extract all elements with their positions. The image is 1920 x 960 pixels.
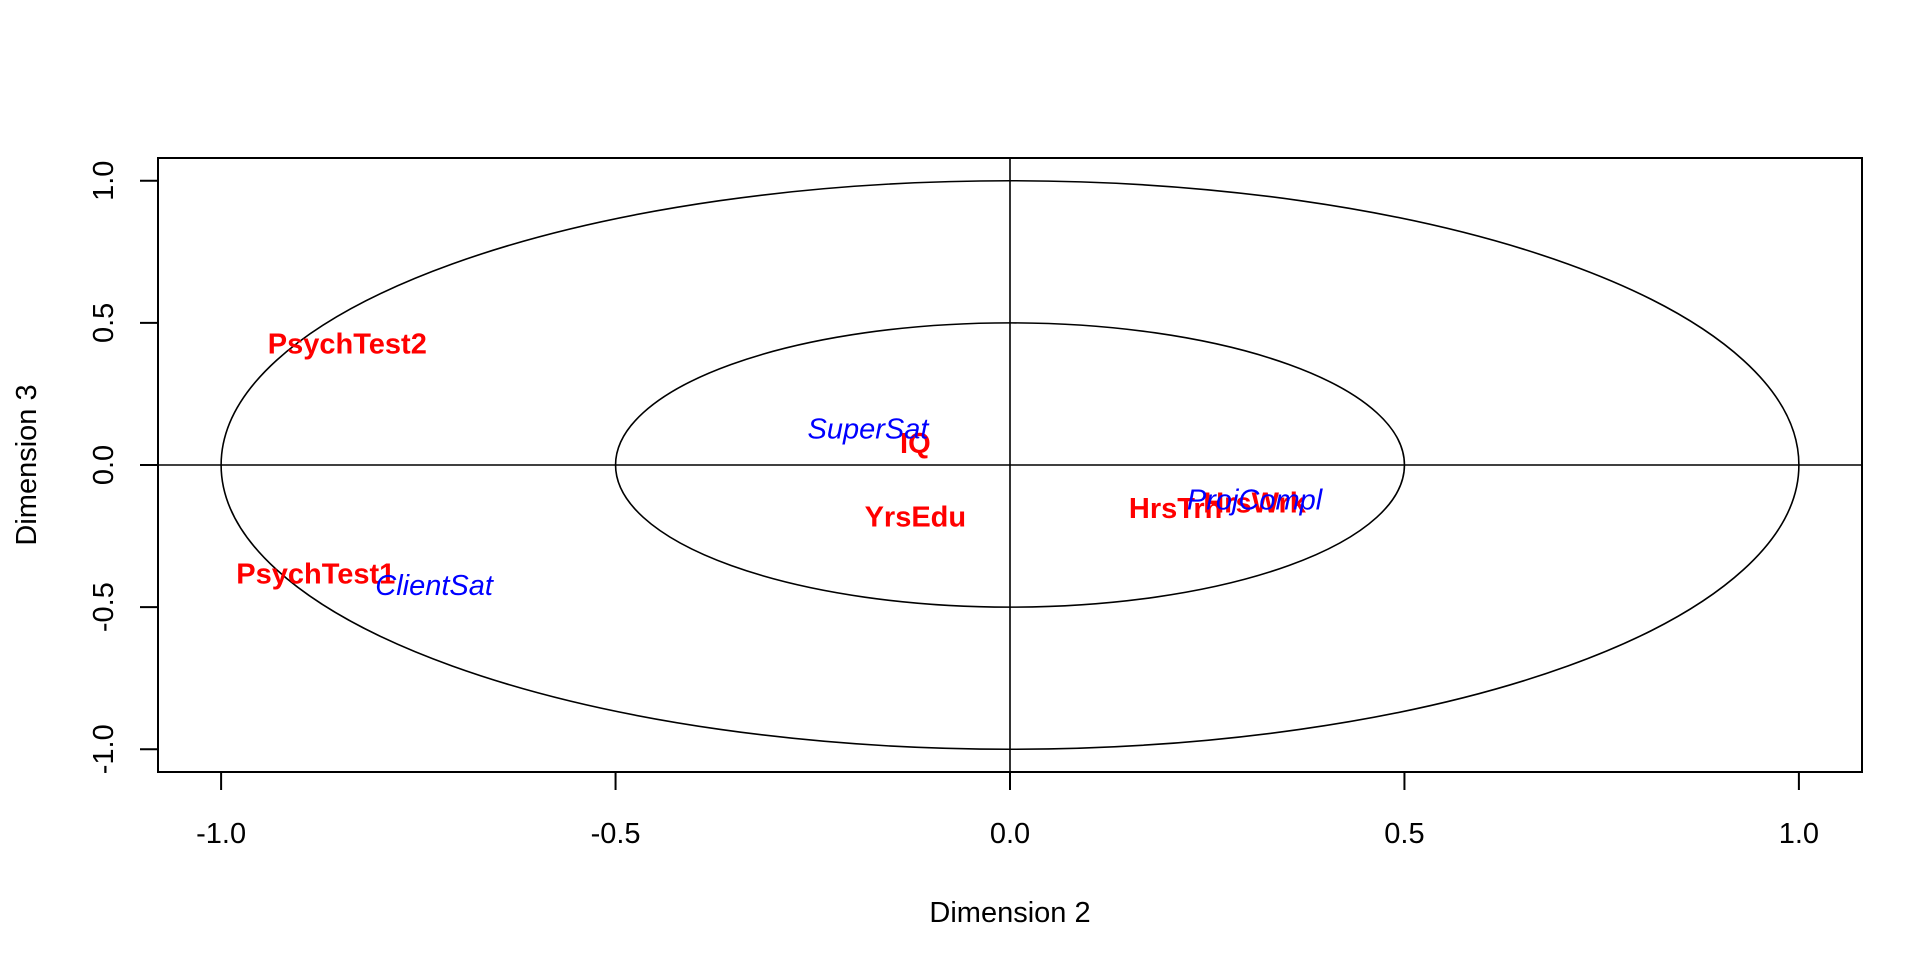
x-tick-label: 0.0 — [990, 818, 1030, 850]
reference-layer — [158, 158, 1862, 772]
y-tick-label: -1.0 — [88, 724, 120, 774]
plot-frame — [157, 157, 1863, 773]
point-label-clientsat: ClientSat — [375, 570, 495, 602]
y-axis-title: Dimension 3 — [11, 384, 43, 545]
x-tick-label: 1.0 — [1779, 818, 1819, 850]
point-label-psychtest1: PsychTest1 — [236, 559, 395, 591]
x-tick-label: -0.5 — [591, 818, 641, 850]
x-tick-label: -1.0 — [196, 818, 246, 850]
point-labels-layer: PsychTest2 PsychTest1 IQ YrsEdu HrsTrnHrsWrk… — [236, 328, 1324, 602]
y-tick-label: 0.5 — [88, 303, 120, 343]
y-tick-label: -0.5 — [88, 582, 120, 632]
point-label-supersat: SuperSat — [808, 414, 931, 446]
x-tick-label: 0.5 — [1384, 818, 1424, 850]
point-label-projcompl: ProjCompl — [1187, 485, 1324, 517]
point-label-hrswrk: HrsWrk — [1203, 487, 1306, 519]
x-axis-title: Dimension 2 — [929, 897, 1090, 929]
point-label-psychtest2: PsychTest2 — [268, 328, 427, 360]
point-label-yrsedu: YrsEdu — [865, 502, 967, 534]
point-label-iq: IQ — [900, 428, 931, 460]
point-label-hrstrn: HrsTrn — [1129, 493, 1222, 525]
y-tick-label: 0.0 — [88, 445, 120, 485]
y-tick-label: 1.0 — [88, 161, 120, 201]
